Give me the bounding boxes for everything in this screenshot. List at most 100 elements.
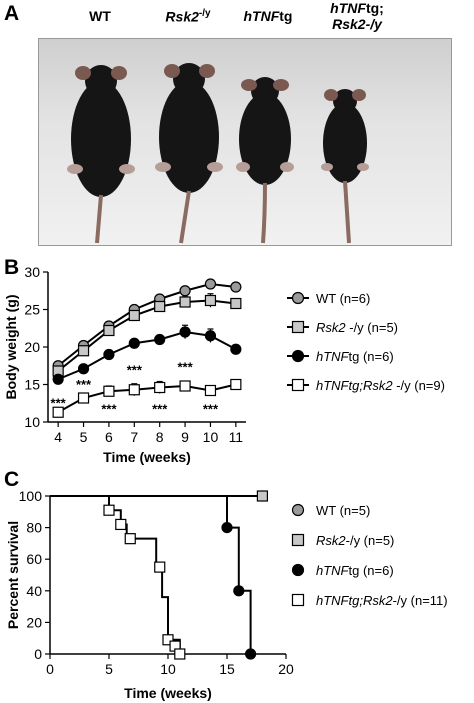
legend-marker-0 <box>291 503 305 517</box>
data-point-series-2 <box>204 330 217 342</box>
y-tick-label: 0 <box>34 646 42 662</box>
y-tick-label: 30 <box>24 264 40 280</box>
photo-label-double: hTNFtg; Rsk2-/y <box>312 0 402 32</box>
data-point-series-1 <box>230 297 242 310</box>
x-tick-label: 10 <box>203 429 219 445</box>
legend-marker-1 <box>291 533 305 547</box>
legend-marker-1 <box>291 320 305 334</box>
data-point-series-1 <box>154 300 166 313</box>
significance-annotation: *** <box>203 402 219 417</box>
x-tick-label: 20 <box>278 661 294 677</box>
y-tick-label: 60 <box>26 551 42 567</box>
data-point-series-2 <box>154 333 166 346</box>
legend-marker-3 <box>291 378 305 392</box>
x-tick-label: 5 <box>80 429 88 445</box>
y-tick-label: 100 <box>19 488 43 504</box>
x-axis-title: Time (weeks) <box>103 449 191 465</box>
x-tick-label: 9 <box>181 429 189 445</box>
mouse-photo-drawing <box>67 63 369 244</box>
legend-label-3: hTNFtg;Rsk2 -/y (n=9) <box>316 378 445 393</box>
legend-label-0: WT (n=5) <box>316 503 370 518</box>
survival-legend: WT (n=5) Rsk2-/y (n=5) hTNFtg (n=6) hTNFtg;… <box>291 503 448 608</box>
data-point-series-3 <box>154 381 166 394</box>
significance-annotation: *** <box>152 402 168 417</box>
survival-point-series-2 <box>233 585 245 597</box>
legend-label-2: hTNFtg (n=6) <box>316 563 394 578</box>
survival-point-series-3 <box>103 504 115 516</box>
survival-line-2 <box>50 495 252 654</box>
data-point-series-1 <box>128 309 140 322</box>
photo-label-htnf-plain: tg <box>279 8 293 24</box>
significance-annotation: *** <box>101 402 117 417</box>
y-axis-title: Percent survival <box>5 521 21 629</box>
data-point-series-2 <box>77 363 90 375</box>
data-point-series-2 <box>103 348 115 361</box>
legend-label-0: WT (n=6) <box>316 291 370 306</box>
survival-plot-area: 0 20 40 60 80 100 0 5 10 15 20 Time (weeks) Percent … <box>5 488 294 701</box>
body-weight-legend: WT (n=6) Rsk2 -/y (n=5) hTNFtg (n=6) hTNFtg… <box>287 291 445 393</box>
legend-marker-3 <box>291 593 305 607</box>
photo-label-rsk2: Rsk2-/y <box>148 8 228 25</box>
y-tick-label: 20 <box>24 339 40 355</box>
survival-point-series-3 <box>162 634 174 646</box>
legend-label-1: Rsk2-/y (n=5) <box>316 533 394 548</box>
y-axis-title: Body weight (g) <box>3 295 19 400</box>
mouse-rsk2 <box>155 63 223 244</box>
y-tick-label: 15 <box>24 377 40 393</box>
body-weight-chart: 10 15 20 25 30 4 5 6 7 8 9 10 11 Time (weeks) Body wei… <box>3 264 445 465</box>
data-point-series-1 <box>204 294 217 307</box>
data-point-series-3 <box>52 406 64 418</box>
survival-point-series-2 <box>245 648 257 660</box>
mouse-double <box>321 89 369 244</box>
data-point-series-2 <box>52 373 64 385</box>
photo-label-double-plain: tg; <box>365 0 384 16</box>
mouse-photo <box>38 38 452 246</box>
x-tick-label: 10 <box>160 661 176 677</box>
survival-point-series-3 <box>154 561 166 573</box>
x-tick-label: 4 <box>54 429 62 445</box>
data-point-series-3 <box>128 384 140 396</box>
x-tick-label: 8 <box>156 429 164 445</box>
data-point-series-2 <box>128 337 140 349</box>
y-tick-label: 20 <box>26 614 42 630</box>
data-point-series-1 <box>77 345 90 357</box>
photo-label-htnf-italic: hTNF <box>243 8 280 24</box>
x-axis-title: Time (weeks) <box>124 685 212 701</box>
data-point-series-0 <box>204 278 217 290</box>
data-point-series-1 <box>179 296 191 308</box>
survival-point-series-3 <box>115 518 127 531</box>
significance-annotation: *** <box>127 363 143 378</box>
y-tick-label: 40 <box>26 583 42 599</box>
photo-label-htnf: hTNFtg <box>228 8 308 24</box>
x-tick-label: 6 <box>105 429 113 445</box>
legend-marker-0 <box>291 291 305 305</box>
data-point-series-0 <box>179 285 191 297</box>
photo-label-wt-plain: WT <box>89 8 111 24</box>
panel-a-letter: A <box>4 2 20 25</box>
data-point-series-3 <box>204 384 217 397</box>
x-tick-label: 11 <box>229 429 244 445</box>
mouse-wt <box>67 65 135 244</box>
legend-marker-2 <box>291 349 305 363</box>
x-tick-label: 7 <box>130 429 138 445</box>
significance-annotation: *** <box>177 360 193 375</box>
legend-label-1: Rsk2 -/y (n=5) <box>316 320 398 335</box>
x-tick-label: 15 <box>219 661 235 677</box>
data-point-series-3 <box>77 392 90 404</box>
legend-marker-2 <box>291 563 305 577</box>
photo-label-double-line2: Rsk2-/y <box>332 16 382 32</box>
survival-point-series-2 <box>221 521 233 534</box>
photo-label-double-italic: hTNF <box>330 0 366 16</box>
survival-point-series-3 <box>174 648 186 660</box>
survival-point-series-3 <box>124 533 136 545</box>
data-point-series-2 <box>179 326 191 338</box>
photo-label-rsk2-italic: Rsk2 <box>165 8 199 25</box>
y-tick-label: 10 <box>24 414 40 430</box>
data-point-series-2 <box>230 343 242 355</box>
data-point-series-3 <box>179 380 191 392</box>
body-weight-plot-area: 10 15 20 25 30 4 5 6 7 8 9 10 11 Time (weeks) Body wei… <box>3 264 246 465</box>
panel-c-letter: C <box>4 468 20 491</box>
data-point-series-3 <box>230 378 242 391</box>
panel-b-letter: B <box>4 256 20 279</box>
legend-label-3: hTNFtg;Rsk2-/y (n=11) <box>316 593 448 608</box>
